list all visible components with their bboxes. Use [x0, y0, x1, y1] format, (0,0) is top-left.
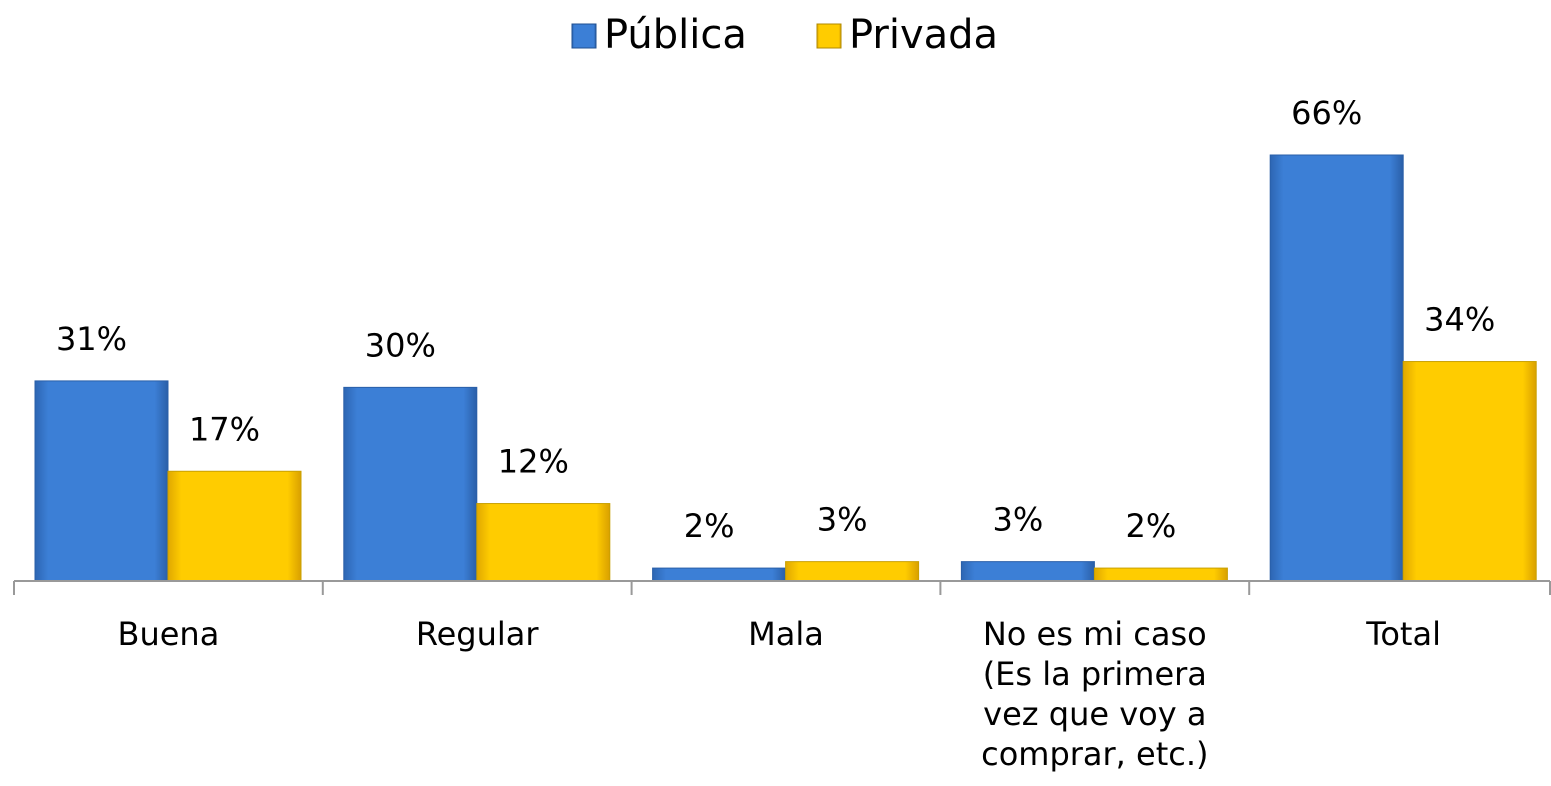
value-label: 3%: [993, 501, 1044, 539]
bar: [167, 470, 302, 582]
value-label: 17%: [189, 410, 260, 448]
legend-swatch: [816, 23, 842, 49]
bar: [652, 567, 787, 582]
x-tick-label: Mala: [748, 615, 824, 653]
bar: [1093, 567, 1228, 582]
x-tick-label: No es mi caso (Es la primera vez que voy…: [981, 615, 1209, 773]
legend-label: Pública: [604, 12, 747, 58]
value-label: 12%: [498, 443, 569, 481]
value-label: 3%: [817, 501, 868, 539]
x-tick-label: Total: [1366, 615, 1441, 653]
value-label: 31%: [56, 320, 127, 358]
value-label: 30%: [365, 326, 436, 364]
value-label: 34%: [1424, 301, 1495, 339]
bar: [476, 503, 611, 582]
value-label: 2%: [684, 507, 735, 545]
legend-label: Privada: [849, 12, 998, 58]
x-tick-label: Regular: [415, 615, 539, 653]
bar: [343, 386, 478, 582]
value-label: 66%: [1291, 94, 1362, 132]
value-label: 2%: [1126, 507, 1177, 545]
bar: [34, 380, 169, 582]
bar: [1402, 361, 1537, 582]
legend-swatch: [571, 23, 597, 49]
x-tick-label: Buena: [117, 615, 220, 653]
bar: [1269, 154, 1404, 582]
bar: [785, 561, 920, 582]
bar: [960, 561, 1095, 582]
